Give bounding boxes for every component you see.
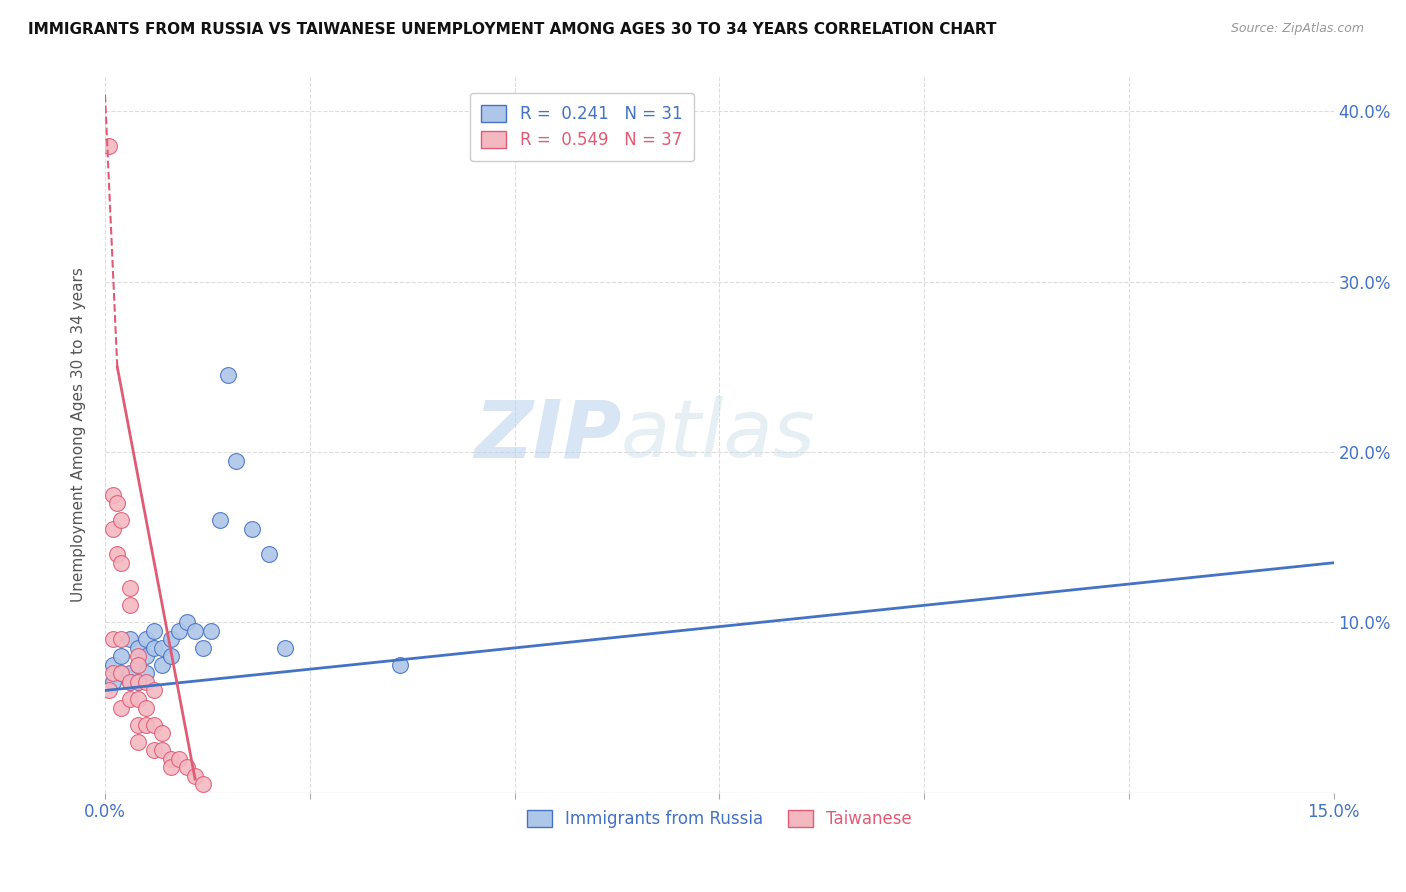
Point xyxy=(127,657,149,672)
Point xyxy=(105,496,128,510)
Point xyxy=(143,640,166,655)
Point xyxy=(127,734,149,748)
Point xyxy=(150,726,173,740)
Point xyxy=(101,657,124,672)
Point xyxy=(176,615,198,630)
Point xyxy=(110,700,132,714)
Point xyxy=(110,666,132,681)
Legend: Immigrants from Russia, Taiwanese: Immigrants from Russia, Taiwanese xyxy=(520,803,918,834)
Text: atlas: atlas xyxy=(621,396,815,474)
Point xyxy=(159,751,181,765)
Point xyxy=(388,657,411,672)
Point xyxy=(135,700,157,714)
Point xyxy=(225,453,247,467)
Point xyxy=(110,632,132,647)
Point xyxy=(101,632,124,647)
Point xyxy=(143,683,166,698)
Point xyxy=(143,743,166,757)
Point xyxy=(118,582,141,596)
Text: ZIP: ZIP xyxy=(474,396,621,474)
Point xyxy=(184,769,207,783)
Text: IMMIGRANTS FROM RUSSIA VS TAIWANESE UNEMPLOYMENT AMONG AGES 30 TO 34 YEARS CORRE: IMMIGRANTS FROM RUSSIA VS TAIWANESE UNEM… xyxy=(28,22,997,37)
Point xyxy=(217,368,239,383)
Point xyxy=(150,640,173,655)
Point xyxy=(101,666,124,681)
Point xyxy=(127,675,149,690)
Point xyxy=(118,692,141,706)
Point xyxy=(127,649,149,664)
Point xyxy=(118,666,141,681)
Point xyxy=(150,657,173,672)
Point xyxy=(143,717,166,731)
Point xyxy=(200,624,222,638)
Point xyxy=(101,522,124,536)
Point xyxy=(208,513,231,527)
Point xyxy=(159,632,181,647)
Point xyxy=(135,717,157,731)
Point xyxy=(110,649,132,664)
Point xyxy=(98,683,121,698)
Point xyxy=(118,675,141,690)
Point xyxy=(193,640,215,655)
Point xyxy=(127,640,149,655)
Point xyxy=(184,624,207,638)
Point xyxy=(127,657,149,672)
Point xyxy=(193,777,215,791)
Point xyxy=(150,743,173,757)
Point xyxy=(167,624,190,638)
Point xyxy=(127,717,149,731)
Y-axis label: Unemployment Among Ages 30 to 34 years: Unemployment Among Ages 30 to 34 years xyxy=(72,268,86,602)
Point xyxy=(118,599,141,613)
Point xyxy=(143,624,166,638)
Point xyxy=(110,666,132,681)
Point xyxy=(135,649,157,664)
Point xyxy=(118,632,141,647)
Point xyxy=(159,649,181,664)
Point xyxy=(101,675,124,690)
Text: Source: ZipAtlas.com: Source: ZipAtlas.com xyxy=(1230,22,1364,36)
Point xyxy=(274,640,297,655)
Point xyxy=(127,675,149,690)
Point xyxy=(98,138,121,153)
Point xyxy=(110,513,132,527)
Point xyxy=(135,675,157,690)
Point xyxy=(135,666,157,681)
Point xyxy=(105,547,128,561)
Point xyxy=(257,547,280,561)
Point xyxy=(101,488,124,502)
Point xyxy=(135,632,157,647)
Point xyxy=(176,760,198,774)
Point xyxy=(110,556,132,570)
Point xyxy=(118,675,141,690)
Point xyxy=(159,760,181,774)
Point xyxy=(242,522,264,536)
Point xyxy=(127,692,149,706)
Point xyxy=(167,751,190,765)
